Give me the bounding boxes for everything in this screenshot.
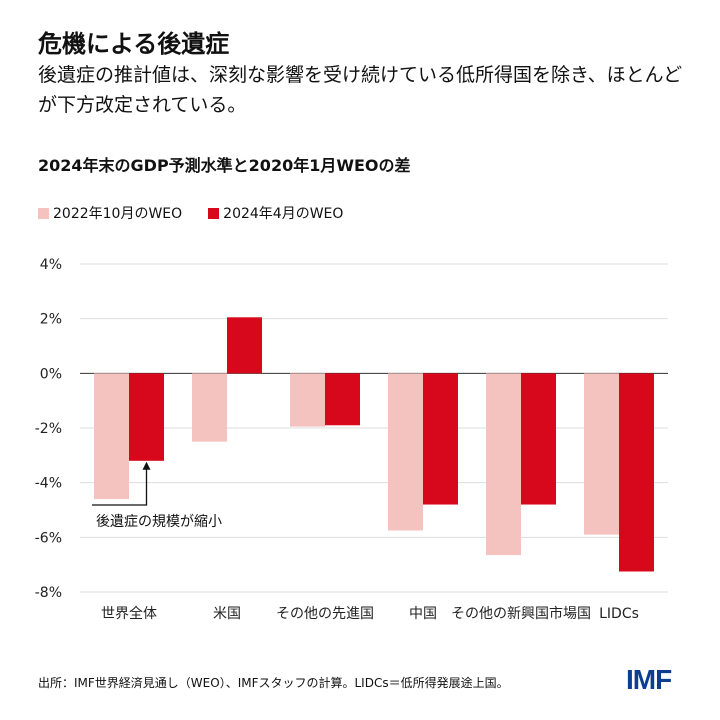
source-note: 出所：IMF世界経済見通し（WEO）、IMFスタッフの計算。LIDCs＝低所得発… bbox=[38, 676, 509, 690]
y-tick-label: 2% bbox=[40, 312, 62, 328]
bar-2 bbox=[227, 317, 262, 374]
x-tick-label: その他の新興国市場国 bbox=[451, 605, 591, 622]
legend-swatch-1 bbox=[38, 208, 49, 219]
title: 危機による後遺症 bbox=[38, 30, 230, 58]
bar-1 bbox=[388, 373, 423, 531]
y-tick-label: 0% bbox=[40, 366, 62, 382]
y-tick-label: -6% bbox=[35, 530, 62, 546]
legend-label-2: 2024年4月のWEO bbox=[223, 206, 344, 222]
legend: 2022年10月のWEO 2024年4月のWEO bbox=[38, 203, 343, 223]
bar-2 bbox=[619, 373, 654, 572]
bar-2 bbox=[325, 373, 360, 426]
legend-item-2: 2024年4月のWEO bbox=[208, 203, 343, 223]
x-tick-label: LIDCs bbox=[599, 606, 639, 622]
annotation-arrowhead bbox=[142, 461, 151, 470]
annotation-label: 後遺症の規模が縮小 bbox=[96, 514, 222, 530]
y-tick-label: -2% bbox=[35, 421, 62, 437]
bar-1 bbox=[584, 373, 619, 535]
legend-label-1: 2022年10月のWEO bbox=[53, 206, 183, 222]
bar-1 bbox=[290, 373, 325, 427]
chart-title: 2024年末のGDP予測水準と2020年1月WEOの差 bbox=[38, 156, 411, 175]
imf-logo: IMF bbox=[626, 664, 672, 695]
x-tick-label: 中国 bbox=[409, 606, 437, 622]
y-tick-label: -4% bbox=[35, 476, 62, 492]
bar-1 bbox=[486, 373, 521, 556]
legend-swatch-2 bbox=[208, 208, 220, 219]
x-tick-label: その他の先進国 bbox=[276, 606, 374, 622]
annotation-line bbox=[92, 466, 148, 506]
legend-item-1: 2022年10月のWEO bbox=[38, 203, 182, 223]
x-tick-label: 米国 bbox=[213, 606, 241, 622]
bar-1 bbox=[192, 373, 227, 442]
bar-1 bbox=[94, 373, 129, 500]
y-tick-label: 4% bbox=[40, 257, 62, 273]
bar-2 bbox=[521, 373, 556, 505]
x-tick-label: 世界全体 bbox=[101, 605, 157, 622]
y-tick-label: -8% bbox=[35, 585, 62, 601]
subtitle: 後遺症の推計値は、深刻な影響を受け続けている低所得国を除き、ほとんどが下方改定さ… bbox=[38, 64, 683, 116]
bar-2 bbox=[423, 373, 458, 505]
bar-2 bbox=[129, 373, 164, 461]
